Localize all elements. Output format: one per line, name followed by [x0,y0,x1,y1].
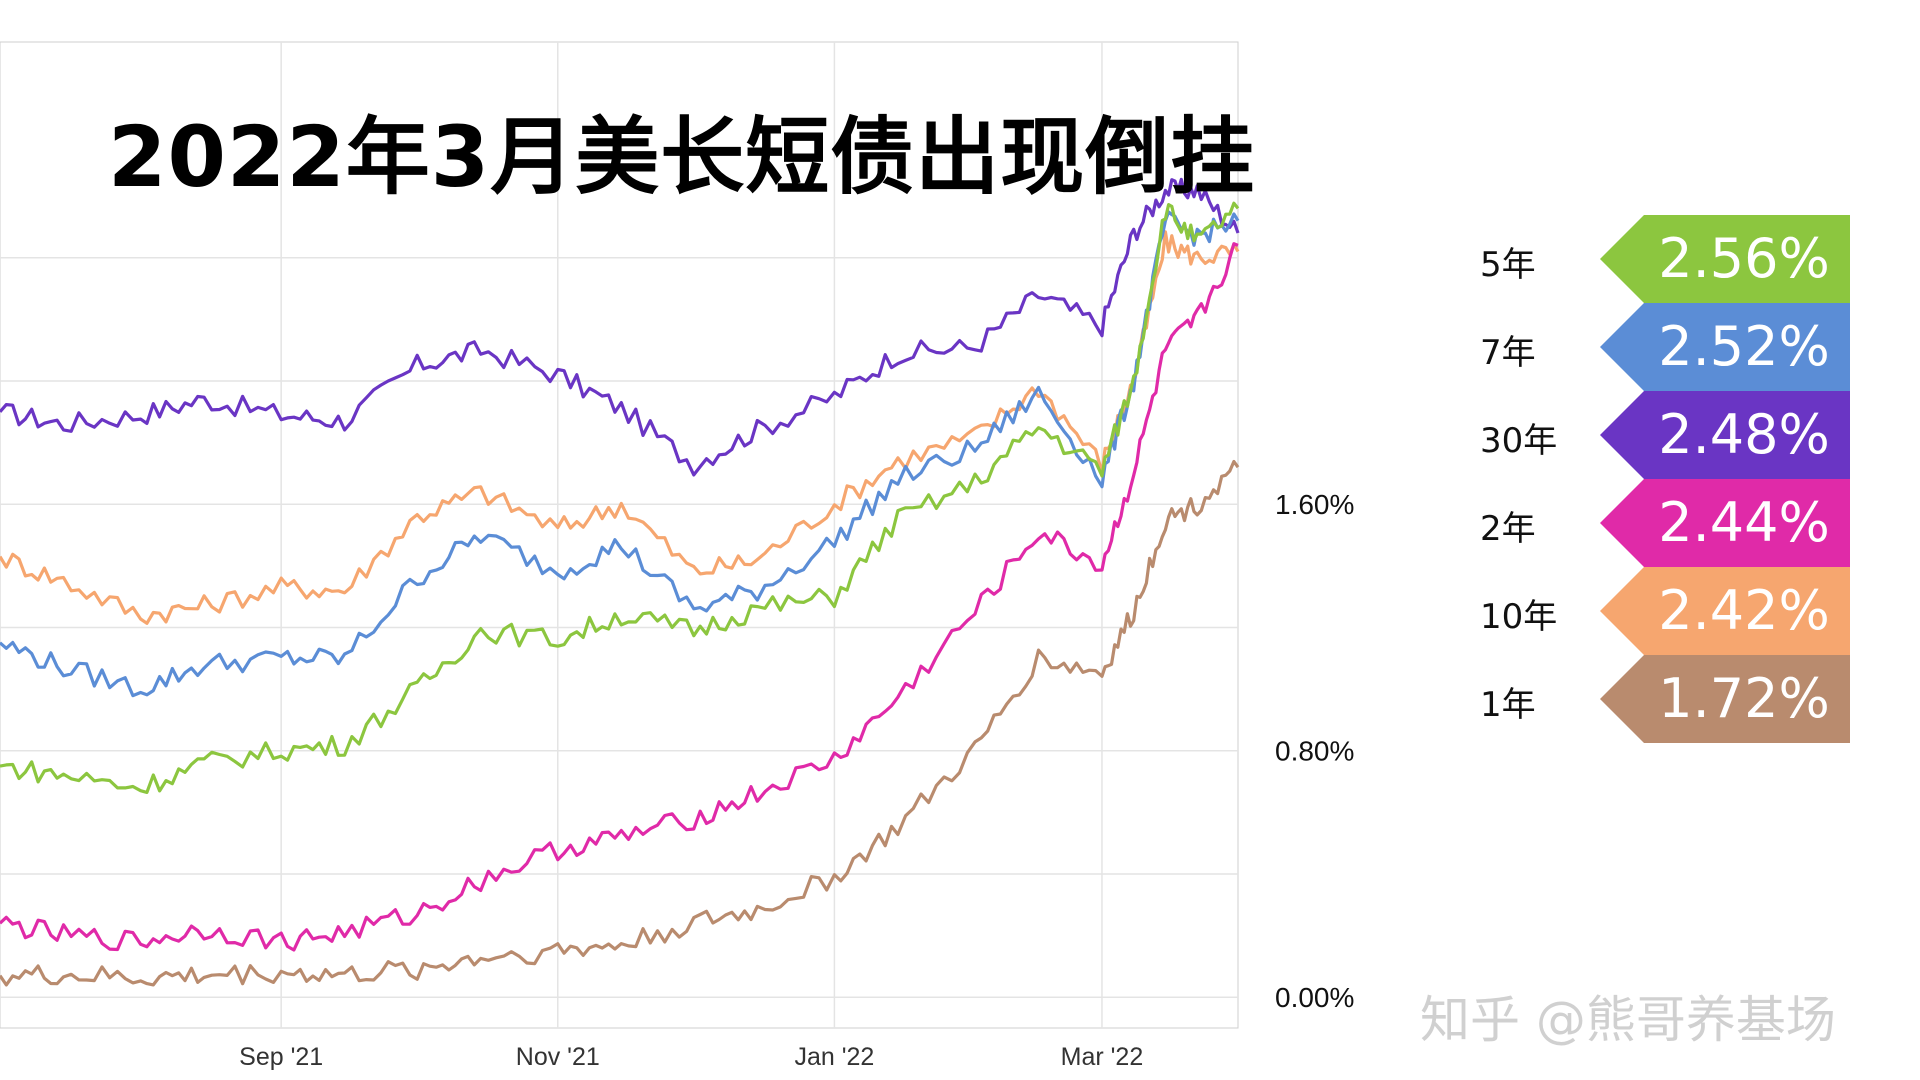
legend-series-name: 5年 [1480,245,1536,285]
series-line-5年 [0,201,1240,794]
series-line-1年 [0,459,1240,987]
value-tag-shape [1600,479,1850,567]
legend-value: 2.52% [1658,315,1830,378]
y-tick-label: 0.00% [1275,982,1354,1013]
x-tick-label: Nov '21 [516,1043,600,1071]
legend-series-name: 2年 [1480,509,1536,549]
y-tick-label: 0.80% [1275,736,1354,767]
legend-value: 2.56% [1658,227,1830,290]
legend-item: 7年 2.52% [1480,303,1870,391]
watermark: 知乎 @熊哥养基场 [1420,991,1836,1049]
legend-value-tag: 2.42% [1600,567,1850,655]
legend-series-name: 7年 [1480,333,1536,373]
x-tick-label: Jan '22 [794,1043,874,1071]
chart-title: 2022年3月美长短债出现倒挂 [108,108,1256,206]
value-tag-shape [1600,567,1850,655]
series-line-30年 [0,177,1240,477]
value-tag-shape [1600,215,1850,303]
legend-value: 2.48% [1658,403,1830,466]
series-line-10年 [0,230,1240,625]
legend-item: 30年 2.48% [1480,391,1870,479]
legend-value-tag: 2.56% [1600,215,1850,303]
y-tick-label: 1.60% [1275,489,1354,520]
series-line-7年 [0,210,1240,698]
series-line-2年 [0,242,1239,952]
legend-value: 2.42% [1658,579,1830,642]
value-legend: 5年 2.56% 7年 2.52% 30年 2.48% 2年 2.44% 10年 2.42% 1年 1… [1480,215,1870,743]
legend-value: 1.72% [1658,667,1830,730]
x-tick-label: Mar '22 [1061,1043,1144,1071]
x-tick-label: Sep '21 [239,1043,323,1071]
legend-value: 2.44% [1658,491,1830,554]
value-tag-shape [1600,655,1850,743]
legend-series-name: 1年 [1480,685,1536,725]
legend-item: 1年 1.72% [1480,655,1870,743]
value-tag-shape [1600,303,1850,391]
legend-series-name: 10年 [1480,597,1558,637]
legend-value-tag: 2.48% [1600,391,1850,479]
legend-item: 2年 2.44% [1480,479,1870,567]
legend-value-tag: 1.72% [1600,655,1850,743]
value-tag-shape [1600,391,1850,479]
legend-value-tag: 2.44% [1600,479,1850,567]
plot-frame [0,41,1239,1029]
legend-item: 10年 2.42% [1480,567,1870,655]
legend-value-tag: 2.52% [1600,303,1850,391]
legend-series-name: 30年 [1480,421,1558,461]
legend-item: 5年 2.56% [1480,215,1870,303]
